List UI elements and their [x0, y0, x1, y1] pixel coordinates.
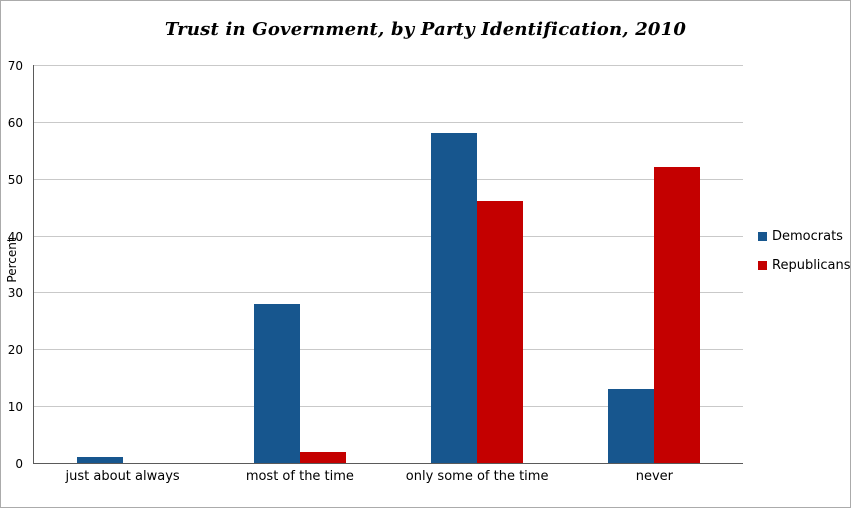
republicans-bar: [299, 451, 346, 463]
legend-swatch-icon: [758, 261, 767, 270]
gridline: [34, 235, 743, 237]
y-tick-label: 60: [7, 115, 23, 130]
y-tick-label: 0: [15, 457, 23, 471]
legend-swatch-icon: [758, 232, 767, 241]
y-tick-label: 30: [7, 286, 23, 301]
y-tick-label: 50: [7, 172, 23, 187]
democrats-bar: [76, 457, 123, 463]
legend-label: Republicans: [772, 258, 851, 273]
legend: Democrats Republicans: [758, 229, 851, 273]
x-tick-label: only some of the time: [405, 469, 549, 484]
gridline: [34, 349, 743, 351]
legend-item: Democrats: [758, 229, 850, 244]
democrats-bar: [608, 389, 655, 463]
y-axis-tick-labels: 0 10 20 30 40 50 60 70: [1, 59, 27, 471]
y-tick-label: 40: [7, 229, 23, 244]
y-tick-label: 10: [7, 400, 23, 415]
chart-title: Trust in Government, by Party Identifica…: [164, 19, 687, 40]
gridline: [34, 292, 743, 294]
x-tick-label: never: [635, 469, 674, 484]
x-tick-label: just about always: [65, 469, 180, 484]
republicans-bar: [654, 167, 701, 463]
category-group: never: [566, 65, 743, 484]
y-tick-label: 20: [7, 343, 23, 358]
democrats-bar: [253, 303, 300, 463]
category-group: just about always: [34, 65, 211, 484]
gridline: [34, 178, 743, 180]
republicans-bar: [477, 201, 524, 463]
category-group: most of the time: [211, 65, 388, 484]
category-group: only some of the time: [389, 65, 566, 484]
x-tick-label: most of the time: [245, 469, 354, 484]
gridline: [34, 406, 743, 408]
gridline: [34, 121, 743, 123]
gridline: [34, 65, 743, 66]
legend-item: Republicans: [758, 258, 851, 273]
plot-area: just about always most of the time only so…: [33, 65, 743, 484]
y-tick-label: 70: [7, 59, 23, 73]
legend-label: Democrats: [772, 229, 843, 244]
democrats-bar: [431, 133, 478, 463]
